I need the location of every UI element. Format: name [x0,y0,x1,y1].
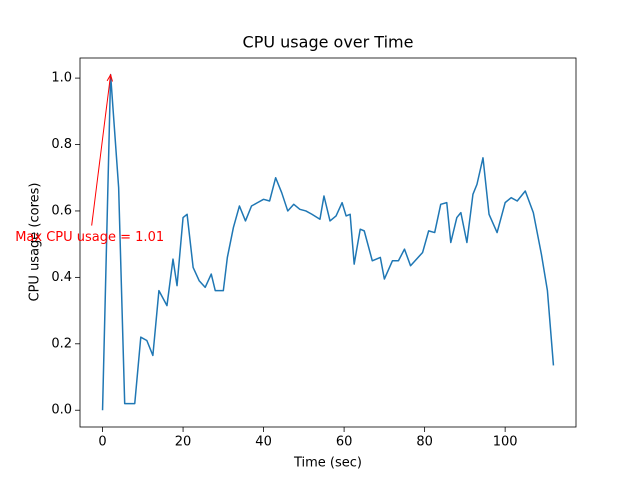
y-tick-label: 0.0 [51,403,72,418]
plot-frame [79,57,577,428]
data-line [101,74,555,411]
x-axis-label: Time (sec) [293,456,362,471]
y-axis-label: CPU usage (cores) [28,183,43,302]
y-tick-label: 0.4 [51,270,72,285]
x-tick-label: 80 [416,435,433,450]
y-tick-label: 0.6 [51,203,72,218]
y-tick-label: 1.0 [51,71,72,86]
y-tick-label: 0.2 [51,336,72,351]
x-tick-label: 60 [336,435,353,450]
annotation-arrow [91,74,112,226]
annotation-arrow-head [106,73,113,82]
x-tick-label: 40 [255,435,272,450]
annotation-text: Max CPU usage = 1.01 [15,230,164,245]
chart-title: CPU usage over Time [243,33,414,52]
x-tick-label: 100 [493,435,518,450]
x-tick-label: 0 [98,435,106,450]
x-tick-label: 20 [175,435,192,450]
y-tick-label: 0.8 [51,137,72,152]
